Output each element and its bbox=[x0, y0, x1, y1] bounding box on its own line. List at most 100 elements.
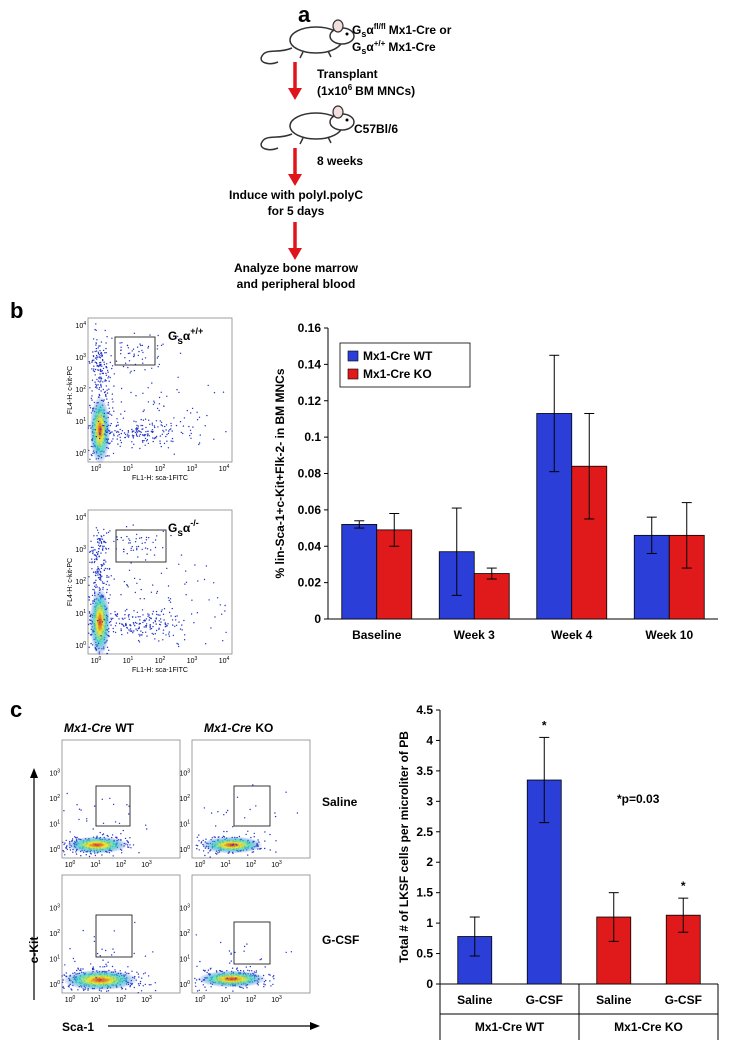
event-dot bbox=[142, 441, 144, 443]
tick-exponent: 4 bbox=[227, 464, 230, 470]
event-dot bbox=[176, 615, 178, 617]
event-dot bbox=[98, 365, 100, 367]
event-dot bbox=[151, 422, 153, 424]
event-dot bbox=[119, 622, 121, 625]
tick-base: 10 bbox=[123, 658, 131, 665]
event-dot bbox=[128, 360, 131, 362]
event-dot bbox=[166, 395, 168, 397]
event-dot bbox=[82, 968, 84, 970]
event-dot bbox=[96, 529, 99, 531]
y-tick-label: 0 bbox=[314, 612, 321, 626]
event-dot bbox=[80, 809, 82, 811]
event-dot bbox=[111, 954, 113, 956]
flow-tick-label: 102 bbox=[116, 860, 127, 869]
event-dot bbox=[264, 847, 266, 850]
event-dot bbox=[174, 615, 177, 618]
event-dot bbox=[94, 328, 96, 331]
tick-base: 10 bbox=[179, 847, 187, 854]
event-dot bbox=[99, 831, 101, 834]
event-dot bbox=[106, 336, 108, 338]
event-dot bbox=[91, 620, 93, 623]
event-dot bbox=[148, 537, 150, 539]
tick-base: 10 bbox=[75, 355, 83, 362]
event-dot bbox=[236, 967, 238, 969]
event-dot bbox=[135, 427, 138, 429]
event-dot bbox=[143, 598, 145, 600]
event-dot bbox=[143, 434, 145, 437]
event-dot bbox=[147, 347, 149, 349]
event-dot bbox=[106, 965, 108, 967]
event-dot bbox=[211, 837, 213, 839]
event-dot bbox=[232, 826, 234, 828]
event-dot bbox=[244, 817, 246, 819]
event-dot bbox=[137, 354, 139, 357]
event-dot bbox=[95, 435, 98, 438]
event-dot bbox=[259, 959, 261, 961]
event-dot bbox=[264, 966, 266, 968]
event-dot bbox=[154, 426, 156, 429]
event-dot bbox=[142, 419, 145, 421]
tick-base: 10 bbox=[49, 982, 57, 989]
event-dot bbox=[88, 596, 90, 598]
tick-exponent: 1 bbox=[228, 860, 231, 866]
event-dot bbox=[149, 423, 151, 425]
event-dot bbox=[139, 578, 141, 581]
event-dot bbox=[115, 622, 118, 624]
event-dot bbox=[72, 957, 75, 960]
tick-base: 10 bbox=[179, 906, 187, 913]
event-dot bbox=[108, 597, 110, 600]
event-dot bbox=[137, 425, 139, 427]
event-dot bbox=[114, 631, 117, 634]
event-dot bbox=[273, 978, 275, 980]
event-dot bbox=[183, 619, 185, 622]
event-dot bbox=[92, 546, 94, 549]
event-dot bbox=[91, 360, 94, 362]
event-dot bbox=[112, 438, 114, 440]
event-dot bbox=[146, 553, 148, 555]
tick-base: 10 bbox=[90, 997, 98, 1004]
tick-base: 10 bbox=[271, 997, 279, 1004]
error-bar bbox=[451, 507, 462, 596]
event-dot bbox=[99, 373, 101, 375]
flow-tick-label: 103 bbox=[187, 656, 198, 665]
event-dot bbox=[159, 618, 162, 620]
tick-exponent: 3 bbox=[57, 769, 60, 775]
flow-tick-label: 101 bbox=[179, 955, 190, 964]
event-dot bbox=[114, 430, 116, 432]
event-dot bbox=[131, 447, 133, 449]
event-dot bbox=[136, 431, 138, 433]
event-dot bbox=[102, 582, 104, 585]
event-dot bbox=[195, 985, 197, 987]
event-dot bbox=[162, 639, 164, 641]
event-dot bbox=[106, 580, 109, 583]
event-dot bbox=[162, 343, 164, 345]
flow-tick-label: 103 bbox=[49, 904, 60, 913]
event-dot bbox=[105, 541, 107, 544]
event-dot bbox=[162, 429, 164, 432]
event-dot bbox=[139, 430, 141, 433]
event-dot bbox=[102, 966, 104, 968]
event-dot bbox=[99, 578, 101, 581]
event-dot bbox=[72, 851, 74, 853]
event-dot bbox=[151, 424, 154, 426]
event-dot bbox=[111, 834, 114, 836]
event-dot bbox=[121, 633, 123, 636]
event-dot bbox=[102, 586, 104, 589]
event-dot bbox=[93, 581, 96, 584]
event-dot bbox=[117, 435, 119, 437]
event-dot bbox=[130, 370, 132, 372]
event-dot bbox=[93, 365, 95, 367]
event-dot bbox=[105, 583, 108, 586]
event-dot bbox=[205, 838, 207, 840]
event-dot bbox=[139, 980, 142, 983]
event-dot bbox=[111, 440, 113, 442]
event-dot bbox=[96, 363, 98, 365]
event-dot bbox=[99, 433, 101, 436]
event-dot bbox=[106, 575, 108, 577]
event-dot bbox=[125, 526, 128, 528]
event-dot bbox=[224, 610, 226, 612]
event-dot bbox=[146, 635, 148, 637]
tick-exponent: 0 bbox=[203, 995, 206, 1001]
